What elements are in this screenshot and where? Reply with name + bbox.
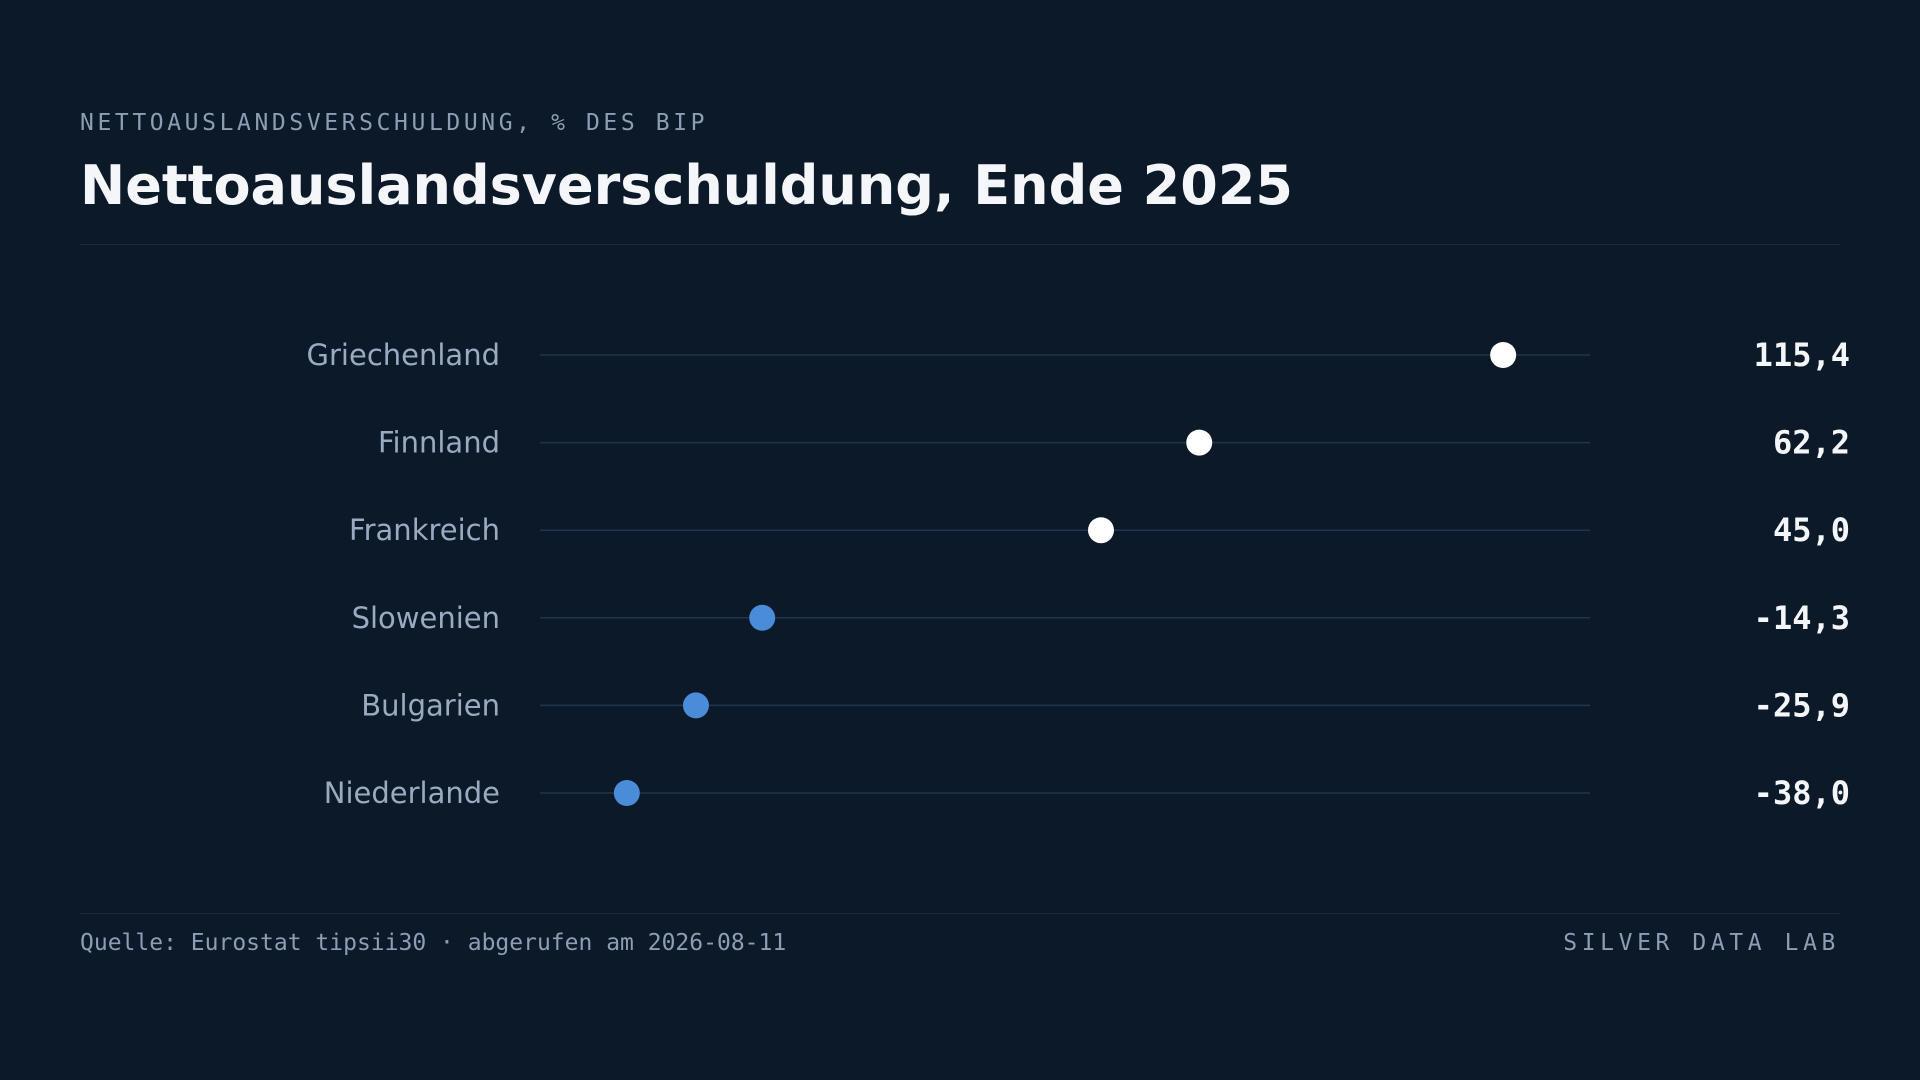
value-label: 45,0 <box>1773 511 1850 549</box>
chart-row: Slowenien -14,3 <box>352 599 1850 637</box>
data-point <box>682 692 709 719</box>
header-divider <box>80 244 1840 245</box>
data-point <box>1490 342 1517 368</box>
chart-title: Nettoauslandsverschuldung, Ende 2025 <box>80 154 1293 217</box>
data-point <box>749 604 776 631</box>
value-label: 115,4 <box>1754 336 1850 374</box>
data-point <box>613 780 640 806</box>
data-point <box>1186 429 1213 456</box>
chart-row: Griechenland 115,4 <box>307 336 1850 374</box>
value-label: -38,0 <box>1754 774 1850 812</box>
source-note: Quelle: Eurostat tipsii30 · abgerufen am… <box>80 930 787 956</box>
category-label: Griechenland <box>307 338 500 372</box>
category-label: Bulgarien <box>361 688 500 722</box>
category-label: Slowenien <box>352 601 500 635</box>
value-label: -14,3 <box>1754 599 1850 637</box>
category-label: Finnland <box>378 426 500 460</box>
value-label: -25,9 <box>1754 686 1850 724</box>
chart-row: Bulgarien -25,9 <box>361 686 1850 724</box>
chart-row: Niederlande -38,0 <box>324 774 1850 812</box>
category-label: Niederlande <box>324 776 500 810</box>
chart-row: Finnland 62,2 <box>378 424 1850 462</box>
chart-row: Frankreich 45,0 <box>349 511 1850 549</box>
chart-kicker: NETTOAUSLANDSVERSCHULDUNG, % DES BIP <box>80 110 709 136</box>
value-label: 62,2 <box>1773 424 1850 462</box>
data-point <box>1087 517 1114 544</box>
brand-label: SILVER DATA LAB <box>1563 930 1840 956</box>
category-label: Frankreich <box>349 513 500 547</box>
footer-divider <box>80 913 1840 914</box>
